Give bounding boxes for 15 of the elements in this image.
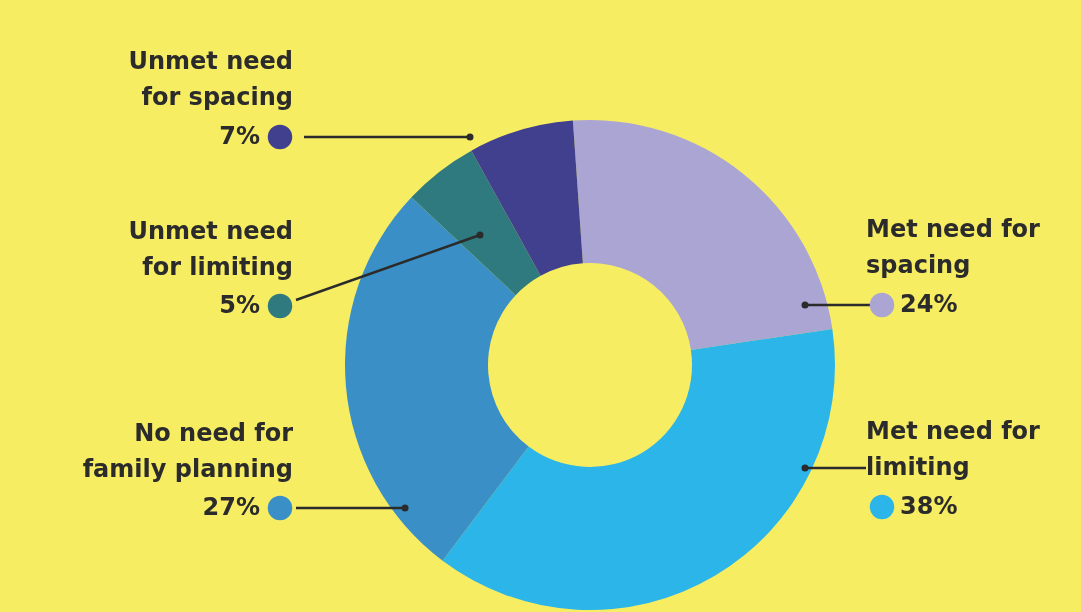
slice-label: Met need for spacing xyxy=(866,215,1041,279)
slice-label: Met need for limiting xyxy=(866,417,1041,481)
data-label: 7% xyxy=(219,122,260,150)
slice-label: Unmet need for limiting xyxy=(128,217,293,281)
data-label: 5% xyxy=(219,291,260,319)
donut-slice xyxy=(411,150,541,296)
slice-label: No need for family planning xyxy=(82,419,294,483)
data-label: 24% xyxy=(900,290,958,318)
donut-slice xyxy=(572,120,833,350)
slice-label: Unmet need for spacing xyxy=(128,47,293,111)
data-label: 27% xyxy=(202,493,260,521)
donut-slice xyxy=(471,120,583,276)
donut-slice xyxy=(345,197,529,561)
data-label: 38% xyxy=(900,492,958,520)
donut-slice xyxy=(442,328,835,610)
